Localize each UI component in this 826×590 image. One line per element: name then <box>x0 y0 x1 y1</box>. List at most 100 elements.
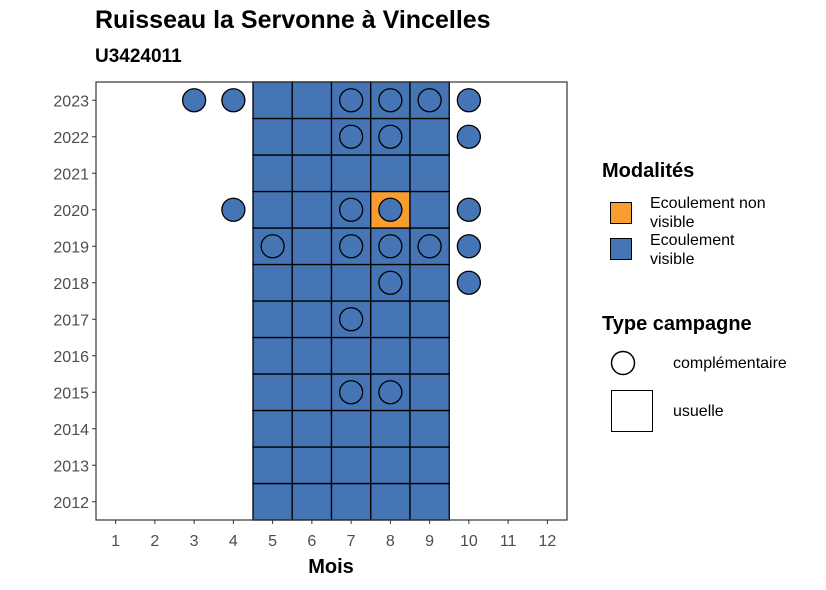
x-tick-label-9: 9 <box>425 533 434 550</box>
usuelle-tile-2020-9 <box>409 190 450 229</box>
x-axis: 1 2 3 4 5 6 7 8 9 10 11 12 <box>111 520 556 550</box>
x-tick-label-6: 6 <box>307 533 316 550</box>
x-tick-label-8: 8 <box>386 533 395 550</box>
usuelle-tile-2016-8 <box>370 336 411 375</box>
usuelle-tile-2018-9 <box>409 263 450 302</box>
usuelle-tile-2014-5 <box>252 409 293 448</box>
complementaire-point-2020-4 <box>221 197 246 222</box>
x-tick-label-7: 7 <box>347 533 356 550</box>
usuelle-tile-2019-6 <box>291 227 333 266</box>
y-tick-label-2015: 2015 <box>53 385 89 402</box>
complementaire-point-2020-7 <box>338 197 364 222</box>
usuelle-tile-2015-5 <box>252 373 293 412</box>
y-tick-label-2016: 2016 <box>53 349 89 366</box>
usuelle-tile-2012-9 <box>409 482 450 521</box>
y-tick-label-2022: 2022 <box>53 130 89 147</box>
complementaire-point-2018-8 <box>378 270 403 295</box>
legend-campagne-title: Type campagne <box>602 313 752 335</box>
usuelle-tile-2015-6 <box>291 373 333 412</box>
complementaire-point-2022-8 <box>378 124 403 149</box>
complementaire-points <box>181 88 482 405</box>
usuelle-tile-2018-6 <box>291 263 333 302</box>
legend-label-complementaire: complémentaire <box>673 355 787 372</box>
x-tick-label-11: 11 <box>500 533 517 550</box>
legend-square-key <box>611 390 653 432</box>
complementaire-point-2023-10 <box>456 88 482 113</box>
legend-key-non-visible <box>610 202 632 224</box>
x-axis-title: Mois <box>308 556 354 578</box>
complementaire-point-2023-8 <box>378 88 403 113</box>
y-tick-label-2014: 2014 <box>53 422 89 439</box>
complementaire-point-2019-10 <box>456 234 482 259</box>
usuelle-tile-2013-5 <box>252 446 293 485</box>
usuelle-tile-2016-9 <box>409 336 450 375</box>
chart-title: Ruisseau la Servonne à Vincelles <box>95 6 491 34</box>
y-tick-label-2012: 2012 <box>53 495 89 512</box>
usuelle-tile-2018-7 <box>330 263 372 302</box>
y-tick-label-2021: 2021 <box>53 166 89 183</box>
usuelle-tile-2017-8 <box>370 300 411 339</box>
usuelle-tile-2016-6 <box>291 336 333 375</box>
complementaire-point-2022-7 <box>338 124 364 149</box>
usuelle-tile-2012-7 <box>330 482 372 521</box>
usuelle-tile-2020-6 <box>291 190 333 229</box>
complementaire-point-2023-7 <box>338 88 364 113</box>
usuelle-tile-2014-6 <box>291 409 333 448</box>
legend-key-visible <box>610 238 632 260</box>
usuelle-tile-2022-6 <box>291 117 333 156</box>
complementaire-point-2023-4 <box>221 88 246 113</box>
y-tick-label-2019: 2019 <box>53 239 89 256</box>
x-tick-label-2: 2 <box>150 533 159 550</box>
usuelle-tile-2012-5 <box>252 482 293 521</box>
usuelle-tile-2023-5 <box>252 81 293 120</box>
complementaire-point-2015-8 <box>378 380 403 405</box>
usuelle-tile-2012-6 <box>291 482 333 521</box>
usuelle-tile-2017-5 <box>252 300 293 339</box>
usuelle-tile-2021-8 <box>370 154 411 193</box>
usuelle-tile-2016-5 <box>252 336 293 375</box>
x-tick-label-10: 10 <box>460 533 478 550</box>
usuelle-tile-2020-5 <box>252 190 293 229</box>
panel-border <box>95 81 568 521</box>
usuelle-tile-2021-5 <box>252 154 293 193</box>
y-tick-label-2023: 2023 <box>53 93 89 110</box>
complementaire-point-2019-5 <box>260 234 285 259</box>
x-tick-label-3: 3 <box>190 533 199 550</box>
usuelle-tile-2021-9 <box>409 154 450 193</box>
usuelle-tile-2015-9 <box>409 373 450 412</box>
legend-circle-key <box>610 350 636 376</box>
usuelle-tile-2022-5 <box>252 117 293 156</box>
x-tick-label-5: 5 <box>268 533 277 550</box>
usuelle-tile-2014-7 <box>330 409 372 448</box>
complementaire-point-2019-8 <box>378 234 403 259</box>
legend-label-visible: Ecoulement visible <box>650 232 735 268</box>
complementaire-point-2020-8 <box>378 197 403 222</box>
chart-subtitle: U3424011 <box>95 46 182 67</box>
x-tick-label-1: 1 <box>111 533 120 550</box>
usuelle-tile-2016-7 <box>330 336 372 375</box>
y-tick-label-2018: 2018 <box>53 276 89 293</box>
usuelle-tile-2017-6 <box>291 300 333 339</box>
usuelle-tile-2013-9 <box>409 446 450 485</box>
complementaire-point-2017-7 <box>338 307 364 332</box>
complementaire-point-2023-9 <box>417 88 442 113</box>
complementaire-point-2022-10 <box>456 124 482 149</box>
complementaire-point-2019-7 <box>338 234 364 259</box>
y-tick-label-2020: 2020 <box>53 203 89 220</box>
usuelle-tile-2013-7 <box>330 446 372 485</box>
usuelle-tile-2021-7 <box>330 154 372 193</box>
usuelle-tile-2017-9 <box>409 300 450 339</box>
complementaire-point-2019-9 <box>417 234 442 259</box>
x-tick-label-4: 4 <box>229 533 238 550</box>
legend-label-usuelle: usuelle <box>673 403 724 420</box>
usuelle-tile-2023-6 <box>291 81 333 120</box>
complementaire-point-2023-3 <box>181 88 207 113</box>
complementaire-point-2018-10 <box>456 270 482 295</box>
usuelle-tile-2014-9 <box>409 409 450 448</box>
usuelle-tile-2013-8 <box>370 446 411 485</box>
y-axis: 2012 2013 2014 2015 2016 2017 2018 2019 2020 2021… <box>53 93 96 512</box>
usuelle-tile-2021-6 <box>291 154 333 193</box>
usuelle-tile-2013-6 <box>291 446 333 485</box>
legend-label-non-visible: Ecoulement non visible <box>650 195 766 231</box>
